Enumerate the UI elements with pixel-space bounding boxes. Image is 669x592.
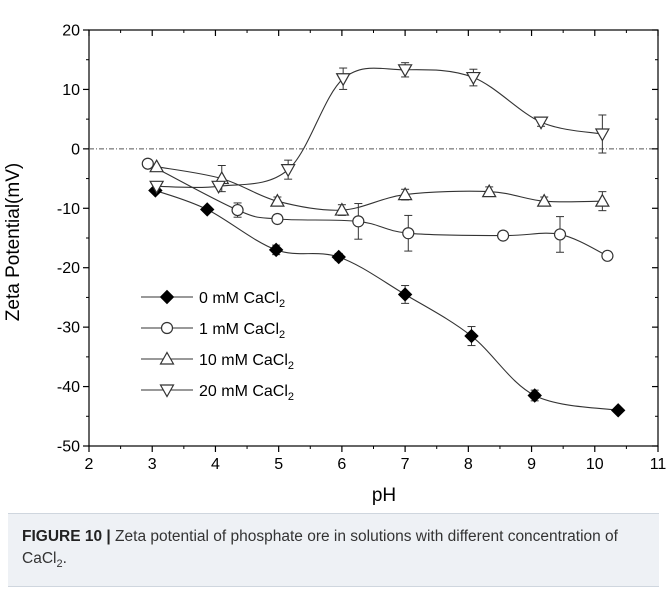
data-point [397, 64, 413, 78]
y-tick-label: -30 [57, 320, 80, 337]
caption-label: FIGURE 10 | [22, 528, 111, 545]
data-point [280, 164, 296, 178]
data-point [200, 202, 215, 217]
data-point [335, 73, 351, 87]
data-point [497, 229, 510, 242]
y-tick-label: 0 [71, 141, 80, 158]
legend-marker [159, 384, 175, 398]
x-tick-label: 9 [527, 456, 536, 473]
y-tick-label: -20 [57, 260, 80, 277]
data-point [331, 249, 346, 265]
data-point [149, 158, 165, 173]
y-tick-label: 20 [62, 23, 80, 40]
data-point [465, 71, 481, 86]
x-tick-label: 8 [464, 456, 473, 473]
x-axis-label: pH [372, 485, 396, 506]
data-point [397, 287, 413, 302]
caption-end: . [62, 550, 67, 567]
data-point [610, 403, 626, 418]
legend-item-2: 10 mM CaCl2 [141, 351, 294, 372]
legend-label: 10 mM CaCl2 [199, 352, 294, 372]
data-point [553, 228, 567, 241]
x-tick-label: 11 [650, 456, 667, 473]
series-3 [149, 62, 610, 195]
legend-item-1: 1 mM CaCl2 [141, 321, 285, 341]
data-point [536, 193, 552, 207]
x-tick-label: 3 [148, 456, 157, 473]
caption-subscript: 2 [56, 558, 63, 571]
data-point [397, 186, 413, 201]
data-point [231, 203, 244, 217]
data-point [271, 212, 284, 226]
data-point [601, 249, 614, 262]
x-tick-label: 5 [274, 456, 283, 473]
legend-item-3: 20 mM CaCl2 [141, 383, 294, 403]
y-axis-label: Zeta Potential(mV) [3, 163, 24, 321]
series-line [156, 67, 603, 189]
x-tick-label: 7 [401, 456, 410, 473]
y-tick-label: 10 [62, 82, 80, 99]
y-tick-label: -50 [57, 439, 80, 456]
zeta-potential-chart: 2 3 4 5 6 7 8 9 10 11 20 10 0 -10 -20 -30 -40 -50 0 mM CaC… [3, 23, 667, 507]
figure-caption: FIGURE 10 | Zeta potential of phosphate … [8, 513, 659, 587]
legend-label: 0 mM CaCl2 [199, 290, 285, 310]
plot-area: 2 3 4 5 6 7 8 9 10 11 20 10 0 -10 -20 -30 -40 -50 0 mM CaC… [57, 23, 667, 474]
x-tick-label: 6 [337, 456, 346, 473]
series-2 [149, 158, 610, 216]
data-point [402, 227, 415, 240]
data-point [594, 128, 610, 142]
data-point [533, 116, 549, 130]
data-point [464, 328, 479, 344]
data-point [352, 215, 365, 228]
data-point [149, 180, 165, 195]
data-point [269, 193, 285, 207]
data-point [481, 183, 497, 198]
legend-label: 20 mM CaCl2 [199, 383, 294, 403]
x-tick-label: 2 [85, 456, 94, 473]
legend-item-0: 0 mM CaCl2 [141, 289, 285, 310]
data-point [211, 180, 227, 195]
data-point [527, 388, 542, 403]
legend-marker [159, 289, 175, 305]
data-point [594, 193, 610, 207]
x-tick-label: 4 [211, 456, 220, 473]
series-0 [148, 183, 626, 418]
x-tick-label: 10 [586, 456, 604, 473]
y-tick-label: -40 [57, 379, 80, 396]
legend-marker [159, 351, 175, 365]
legend-marker [160, 321, 174, 335]
data-point [334, 202, 350, 216]
legend-label: 1 mM CaCl2 [199, 321, 285, 341]
y-tick-label: -10 [57, 201, 80, 218]
series-1 [141, 157, 614, 262]
caption-text: Zeta potential of phosphate ore in solut… [22, 528, 618, 567]
data-point [268, 242, 284, 258]
data-point [141, 157, 154, 170]
